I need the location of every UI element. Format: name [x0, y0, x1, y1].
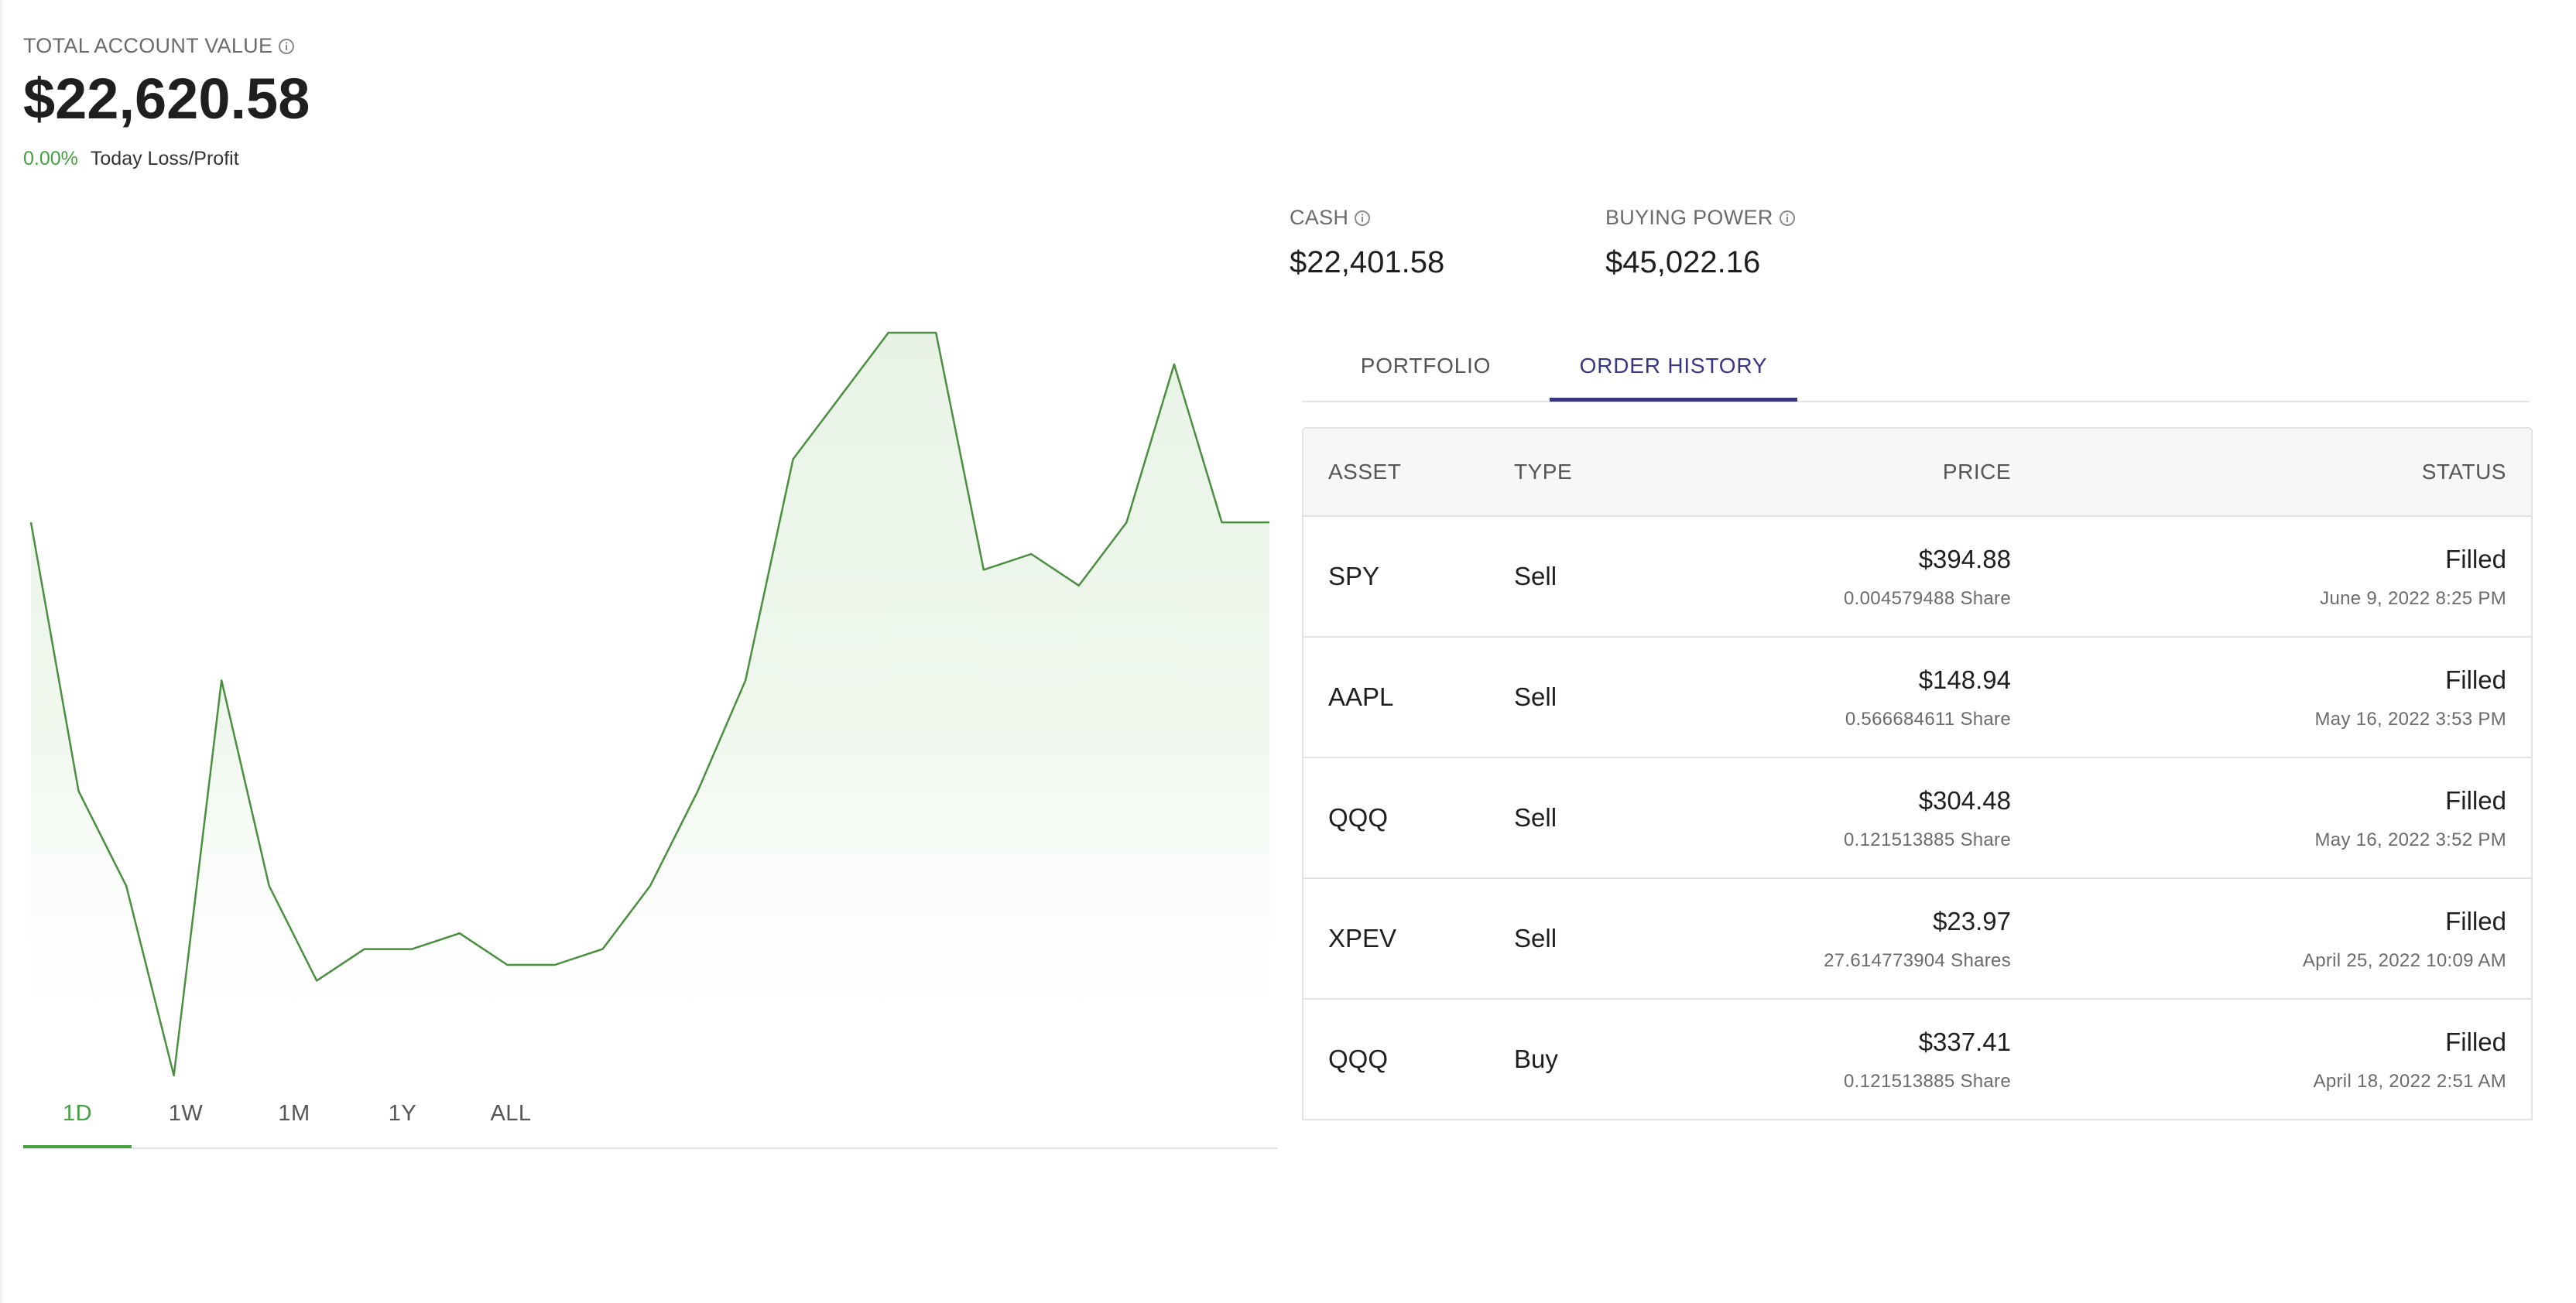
tab-order-history[interactable]: ORDER HISTORY [1579, 354, 1768, 378]
account-value-chart-svg [29, 331, 1269, 1077]
range-tab-1w[interactable]: 1W [168, 1100, 204, 1126]
table-row[interactable]: QQQ Buy $337.41 0.121513885 Share Filled… [1303, 1000, 2531, 1120]
account-tabs: PORTFOLIO ORDER HISTORY [1302, 333, 2530, 402]
order-price: $337.41 [1918, 1028, 2011, 1056]
order-date: April 25, 2022 10:09 AM [2302, 950, 2506, 971]
order-history-table: ASSET TYPE PRICE STATUS SPY Sell $394.88… [1302, 427, 2533, 1120]
column-header-status[interactable]: STATUS [2421, 460, 2506, 484]
range-tab-1m[interactable]: 1M [278, 1100, 310, 1126]
order-type: Sell [1514, 562, 1557, 590]
buying-power-value: $45,022.16 [1605, 245, 1761, 279]
order-asset: SPY [1328, 562, 1380, 590]
buying-power-label: BUYING POWER [1605, 206, 1773, 229]
order-date: April 18, 2022 2:51 AM [2313, 1071, 2506, 1092]
table-row[interactable]: XPEV Sell $23.97 27.614773904 Shares Fil… [1303, 879, 2531, 1000]
cash-balance: CASH $22,401.58 [1290, 206, 1444, 278]
buying-power-label-row: BUYING POWER [1605, 206, 1797, 230]
order-status: Filled [2445, 907, 2506, 935]
order-type: Buy [1514, 1045, 1558, 1073]
order-status: Filled [2445, 1028, 2506, 1056]
order-price: $304.48 [1918, 786, 2011, 815]
order-asset: QQQ [1328, 1045, 1389, 1073]
table-header: ASSET TYPE PRICE STATUS [1303, 429, 2531, 517]
range-tabs-divider [23, 1147, 1277, 1149]
total-account-value-label: TOTAL ACCOUNT VALUE [23, 34, 273, 57]
time-range-tabs: 1D 1W 1M 1Y ALL [23, 1079, 1277, 1149]
tab-portfolio[interactable]: PORTFOLIO [1360, 354, 1492, 378]
info-icon[interactable] [1353, 209, 1372, 227]
account-tabs-divider [1302, 401, 2530, 402]
chart-series-line [29, 331, 1269, 1077]
window-edge [0, 0, 5, 1303]
table-row[interactable]: SPY Sell $394.88 0.004579488 Share Fille… [1303, 517, 2531, 638]
column-header-type[interactable]: TYPE [1514, 460, 1573, 484]
range-tab-all[interactable]: ALL [490, 1100, 532, 1126]
order-type: Sell [1514, 803, 1557, 832]
order-asset: AAPL [1328, 682, 1394, 711]
order-quantity: 0.004579488 Share [1844, 588, 2011, 609]
order-type: Sell [1514, 682, 1557, 711]
info-icon[interactable] [1778, 209, 1797, 227]
order-price: $394.88 [1918, 545, 2011, 573]
total-account-value: $22,620.58 [23, 67, 310, 131]
order-quantity: 0.121513885 Share [1844, 1071, 2011, 1092]
cash-label: CASH [1290, 206, 1349, 229]
table-row[interactable]: AAPL Sell $148.94 0.566684611 Share Fill… [1303, 638, 2531, 758]
cash-value: $22,401.58 [1290, 245, 1445, 279]
account-value-chart [23, 302, 1277, 1091]
range-tab-active-indicator [23, 1145, 132, 1148]
order-quantity: 0.566684611 Share [1845, 709, 2011, 730]
column-header-price[interactable]: PRICE [1942, 460, 2011, 484]
today-change-percent: 0.00% [23, 148, 78, 169]
today-change-label: Today Loss/Profit [90, 148, 239, 169]
order-date: June 9, 2022 8:25 PM [2320, 588, 2506, 609]
total-account-value-label-row: TOTAL ACCOUNT VALUE [23, 34, 310, 58]
range-tab-1d[interactable]: 1D [62, 1100, 93, 1126]
column-header-asset[interactable]: ASSET [1328, 460, 1402, 484]
account-summary: TOTAL ACCOUNT VALUE $22,620.58 0.00% Tod… [23, 34, 310, 170]
today-loss-profit: 0.00% Today Loss/Profit [23, 148, 310, 170]
table-row[interactable]: QQQ Sell $304.48 0.121513885 Share Fille… [1303, 758, 2531, 879]
info-icon[interactable] [277, 37, 296, 56]
range-tab-1y[interactable]: 1Y [388, 1100, 417, 1126]
order-date: May 16, 2022 3:52 PM [2314, 829, 2506, 850]
chart-area-fill [31, 333, 1269, 1076]
buying-power-balance: BUYING POWER $45,022.16 [1605, 206, 1797, 278]
order-date: May 16, 2022 3:53 PM [2314, 709, 2506, 730]
order-quantity: 27.614773904 Shares [1824, 950, 2011, 971]
cash-label-row: CASH [1290, 206, 1444, 230]
order-asset: XPEV [1328, 924, 1397, 952]
order-status: Filled [2445, 786, 2506, 815]
order-price: $23.97 [1933, 907, 2011, 935]
order-status: Filled [2445, 665, 2506, 694]
order-asset: QQQ [1328, 803, 1389, 832]
order-quantity: 0.121513885 Share [1844, 829, 2011, 850]
order-type: Sell [1514, 924, 1557, 952]
order-price: $148.94 [1918, 665, 2011, 694]
tab-active-indicator [1550, 398, 1797, 402]
order-status: Filled [2445, 545, 2506, 573]
